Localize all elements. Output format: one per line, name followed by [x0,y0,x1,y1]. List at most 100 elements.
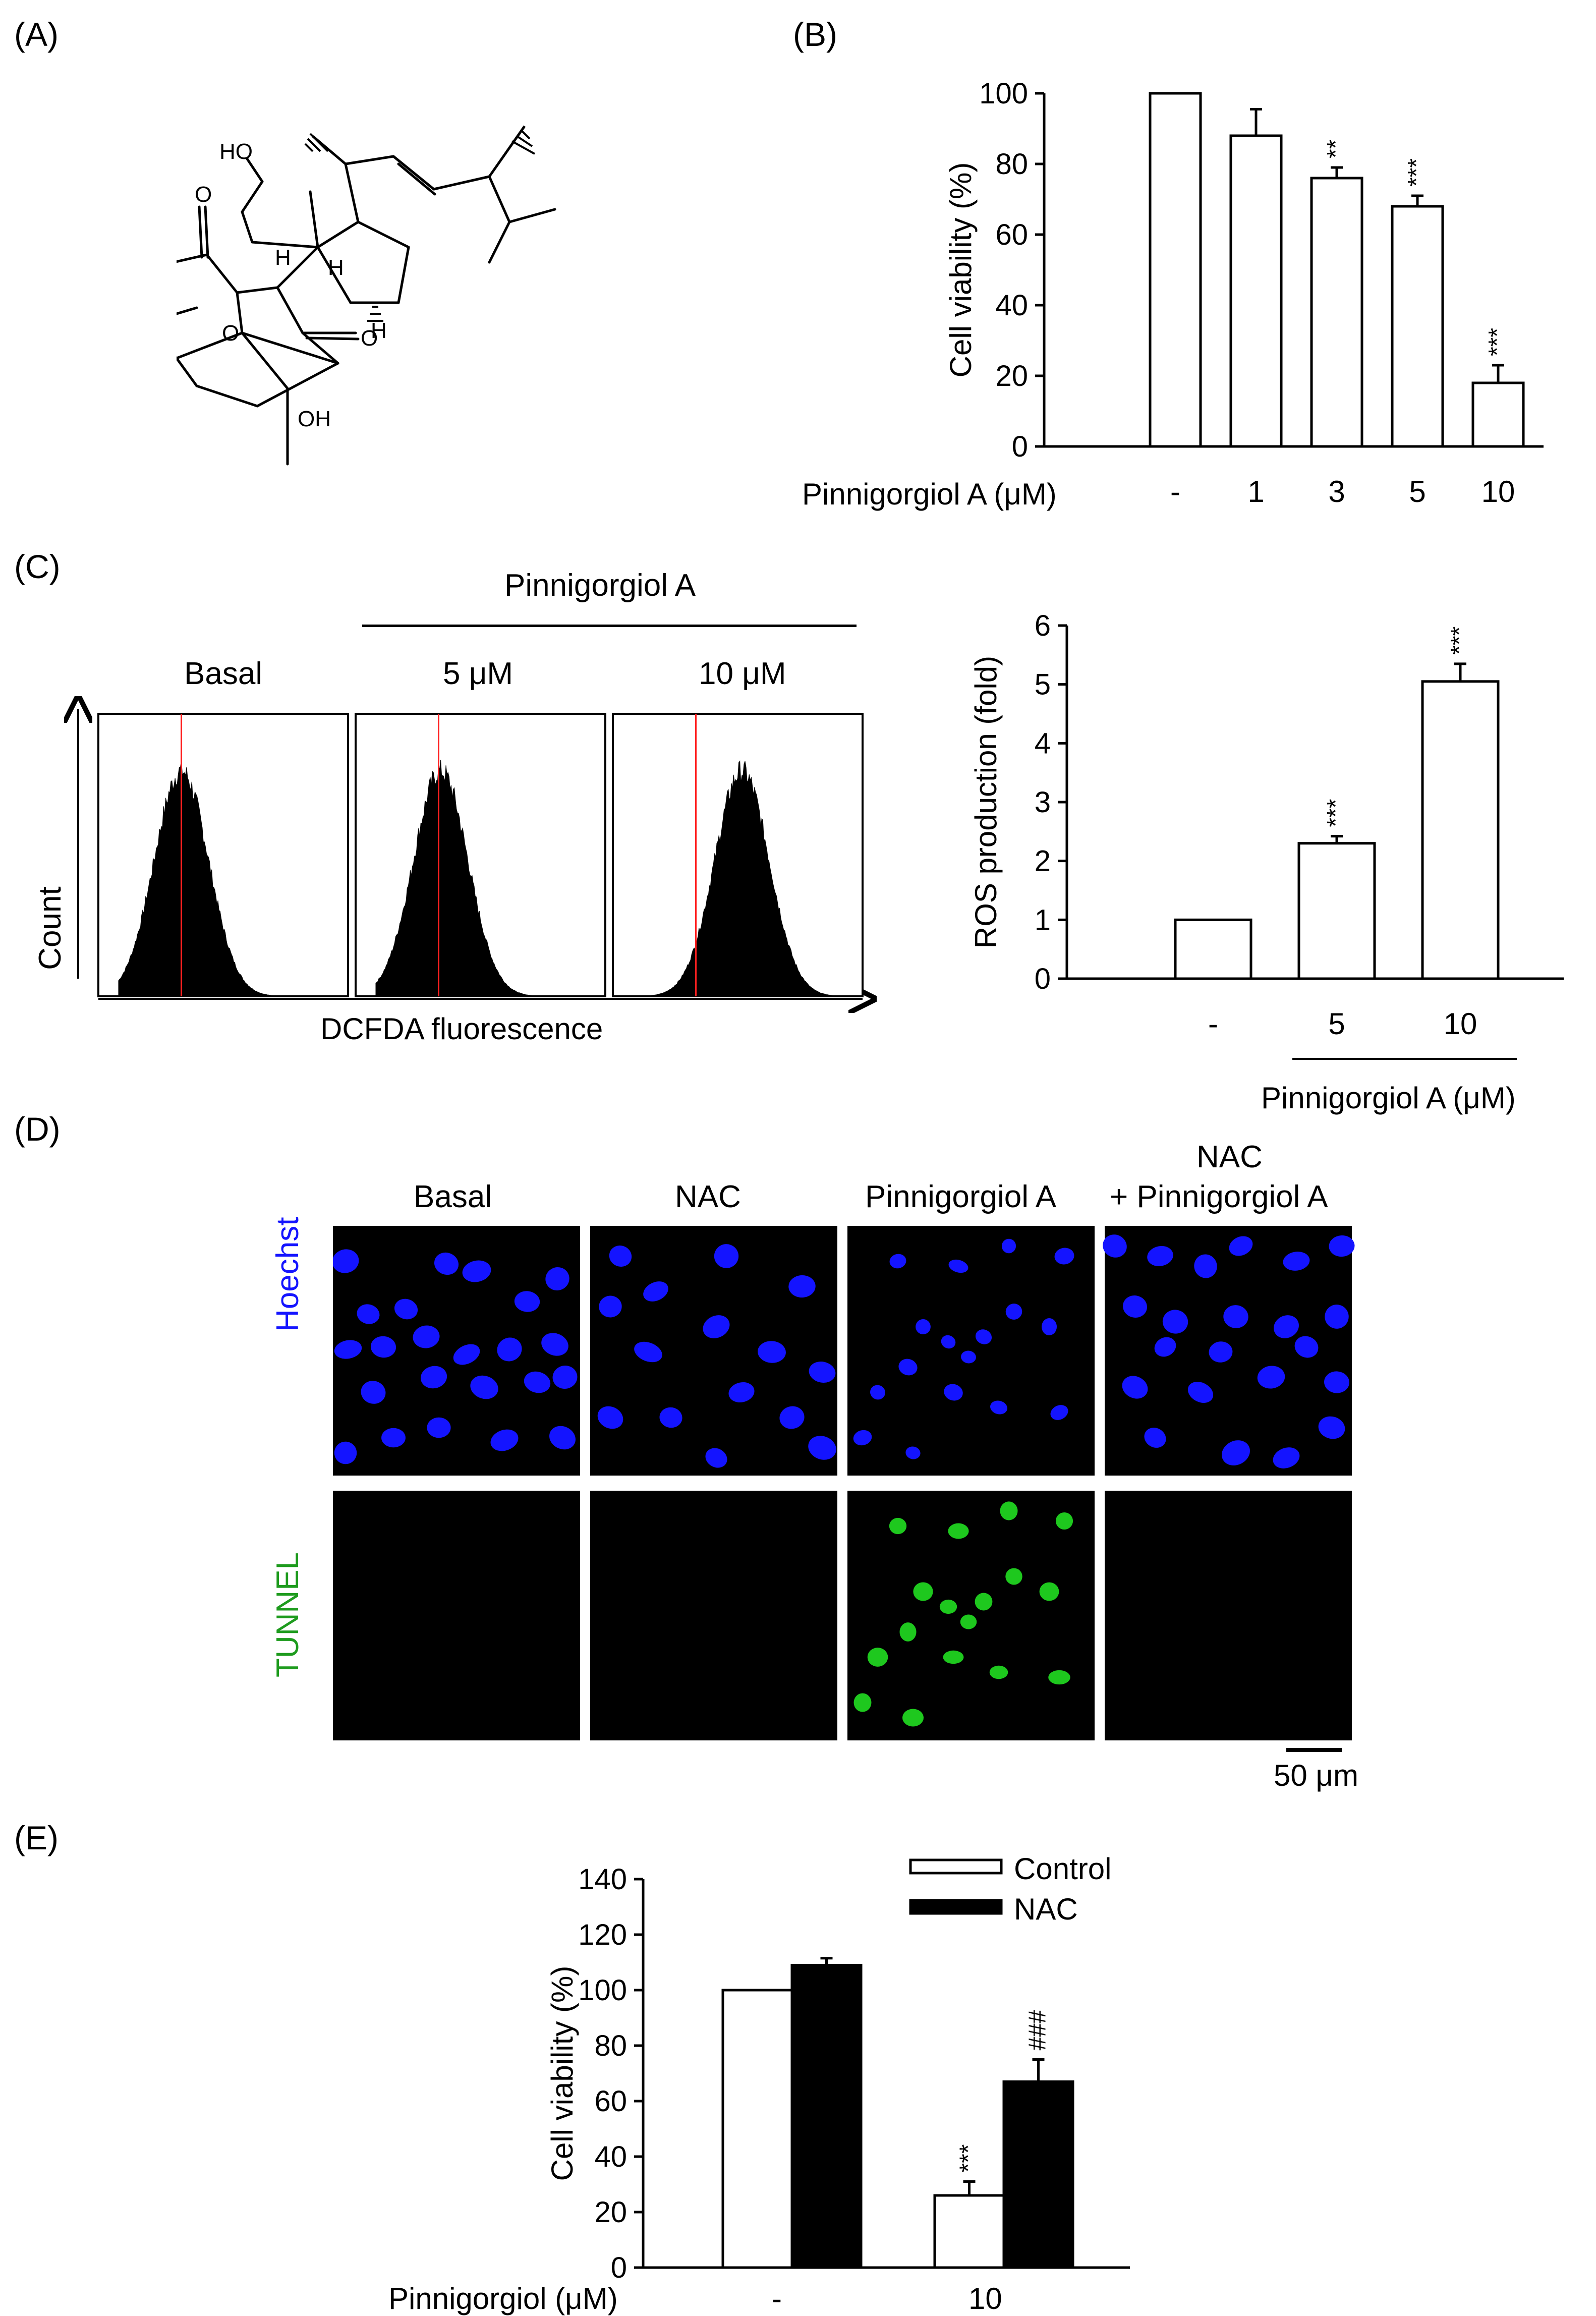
hoechst-nucleus [1187,1382,1214,1403]
hoechst-nucleus [434,1252,459,1275]
hoechst-nucleus [758,1341,786,1363]
hoechst-nucleus [1223,1305,1248,1328]
bar [1149,92,1202,448]
y-tick-label: 100 [578,1974,627,2007]
panel-label-d: (D) [14,1110,61,1148]
hoechst-nucleus [898,1359,918,1376]
hoechst-nucleus [1194,1254,1217,1278]
tunnel-positive-nucleus [902,1709,924,1727]
y-tick-label: 80 [995,148,1028,181]
hoechst-nucleus [1273,1447,1300,1468]
histogram-distribution [633,760,843,997]
hoechst-nucleus [809,1362,836,1383]
flow-cytometry-histograms: Count [33,696,878,1034]
hoechst-nucleus [609,1246,632,1267]
y-axis-title: Cell viability (%) [944,162,978,378]
tunnel-positive-nucleus [989,1665,1008,1679]
panel-label-a: (A) [14,16,59,53]
x-tick-label: 3 [1328,475,1345,509]
x-tick-label: - [1208,1007,1218,1041]
y-tick-label: 3 [1035,786,1051,819]
micrograph-background [590,1491,837,1740]
y-tick-label: 0 [1012,430,1028,463]
hoechst-nucleus [643,1281,668,1302]
hoechst-nucleus [916,1319,931,1335]
atom-label: O [222,321,239,346]
hoechst-nucleus [853,1430,872,1446]
hoechst-nucleus [944,1384,963,1401]
hoechst-nucleus [357,1304,380,1324]
y-tick-label: 60 [594,2085,627,2118]
hoechst-nucleus [1147,1246,1173,1267]
tunnel-positive-nucleus [975,1593,993,1611]
hoechst-nucleus [788,1275,816,1298]
hoechst-nucleus [1318,1416,1345,1439]
histogram-distribution [118,760,328,997]
hoechst-nucleus [779,1406,805,1429]
histogram-distribution [375,760,585,997]
hoechst-nucleus [381,1428,406,1448]
y-tick-label: 80 [594,2029,627,2062]
hoechst-nucleus [1274,1315,1299,1338]
tunnel-positive-nucleus [960,1614,977,1629]
y-tick-label: 5 [1035,668,1051,701]
hoechst-nucleus [941,1335,956,1349]
atom-label: H [275,245,291,270]
hoechst-nucleus [1324,1371,1349,1393]
bar [1002,2080,1074,2269]
chart-e-x-tick-label: 10 [968,2282,1002,2315]
x-tick-label: 10 [1444,1007,1477,1041]
x-tick-label: 10 [1481,475,1515,509]
y-axis-title: Cell viability (%) [545,1966,579,2181]
hoechst-nucleus [552,1365,578,1389]
panel-label-e: (E) [14,1819,59,1856]
y-tick-label: 40 [995,289,1028,322]
bar [1421,680,1500,980]
bar [1297,842,1376,980]
x-tick-label: 5 [1328,1007,1345,1041]
y-tick-label: 40 [594,2140,627,2173]
y-tick-label: 60 [995,218,1028,251]
scale-bar [1286,1748,1342,1752]
hoechst-nucleus [333,1249,359,1273]
hoechst-nucleus [1154,1337,1176,1357]
significance-label: *** [1403,158,1430,187]
flow-title-basal: Basal [184,656,263,691]
hoechst-nucleus [1257,1366,1285,1389]
bar [933,2194,1005,2269]
hoechst-nucleus [1050,1405,1068,1420]
y-tick-label: 140 [578,1863,627,1896]
chart-e-x-tick-label: - [772,2282,782,2315]
hoechst-nucleus [889,1254,906,1269]
hoechst-nucleus [1162,1310,1188,1334]
hoechst-nucleus [961,1350,976,1364]
treatment-header-line [362,625,857,627]
hoechst-nucleus [1001,1238,1016,1254]
hoechst-nucleus [420,1366,447,1389]
col-title-pinnigorgiol: Pinnigorgiol A [865,1179,1057,1214]
tunnel-positive-nucleus [899,1622,917,1642]
hoechst-nucleus [370,1336,396,1358]
hoechst-nucleus [1144,1428,1166,1448]
atom-label: OH [298,407,331,431]
micrograph-background [590,1226,837,1476]
y-tick-label: 6 [1035,609,1051,642]
hoechst-nucleus [1054,1248,1074,1265]
micrograph-background [1105,1491,1352,1740]
chart-c-x-title-line [1292,1058,1517,1060]
bar [1310,177,1363,448]
bar [1174,918,1252,980]
hoechst-nucleus [470,1375,498,1399]
tunnel-positive-nucleus [1055,1512,1073,1530]
hoechst-nucleus [990,1400,1007,1415]
tunnel-positive-nucleus [943,1650,964,1664]
hoechst-nucleus [490,1429,519,1451]
hoechst-nucleus [1123,1295,1147,1318]
bar [721,1989,793,2269]
panel-label-c: (C) [14,548,61,585]
significance-label: *** [1446,627,1473,655]
chemical-structure: HO H H H O O O OH [177,125,556,466]
chart-c-ros-production: 0 1 2 3 4 5 6 ROS production (fold) - *** 5 *** 10 [969,609,1564,1041]
col-title-nac-combo: NAC [1196,1140,1263,1174]
y-tick-label: 4 [1035,727,1051,760]
